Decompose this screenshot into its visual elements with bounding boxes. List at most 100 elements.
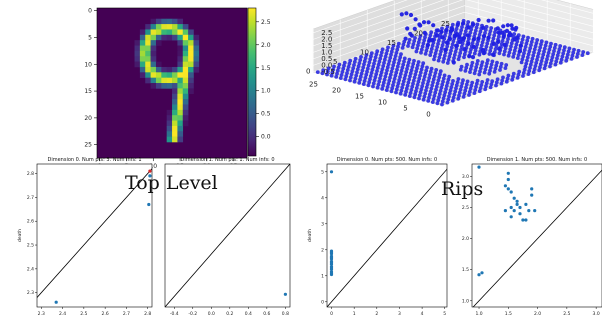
persistence-point [329,271,334,275]
rips-point [442,73,447,78]
heatmap-frame [96,7,248,159]
x-tick-label: 2.6 [102,311,109,317]
rips-point [380,47,385,52]
rips-point [455,22,460,27]
rips-point [459,48,463,52]
rips-point [403,93,408,97]
heatmap-cell [182,104,189,111]
rips-point [551,52,556,56]
rips-point [380,67,385,71]
rips-point [428,73,432,77]
rips-point [474,25,479,30]
rips-point [348,78,352,83]
rips-point [437,92,442,96]
rips-point [506,37,510,41]
y-tick-label: 5 [333,58,337,66]
heatmap-cell [177,34,184,41]
rips-point [428,89,433,94]
rips-point [479,43,484,48]
rips-point [505,76,510,81]
rips-point [402,56,407,61]
heatmap-cell [161,29,167,36]
rips-point [480,80,485,84]
rips-point [428,33,433,38]
rips-point [408,74,412,79]
rips-point [368,57,373,62]
rips-point [403,36,408,41]
y-tick-label: 2.5 [27,243,34,249]
heatmap-cell [166,66,173,73]
rips-point [530,56,535,61]
rips-point [321,68,326,73]
rips-point [423,52,428,56]
x-tick-label: 0 [330,311,333,317]
diagonal-line [37,168,152,299]
rips-point [486,35,491,41]
heatmap-cell [188,34,194,41]
rips-point [452,53,457,57]
rips-point [438,69,443,73]
rips-point [427,38,432,43]
rips-point [461,36,466,41]
rips-point [552,49,556,53]
rips-point [485,61,489,66]
rips-point [531,53,536,58]
rips-point [407,57,412,62]
rips-point [365,66,370,71]
rips-point [385,48,390,53]
rips-point [423,91,428,96]
heatmap-cell [172,104,178,111]
rips-point [434,48,439,52]
rips-point [390,86,395,91]
rips-point [326,66,331,71]
rips-point [468,86,473,91]
rips-point [458,87,463,92]
rips-point [425,43,430,48]
plot-frame [36,163,153,308]
rips-3d-scatter: 0 5 10 15 20 25 0 5 10 15 20 25 2.52.01.51.00.50.0-0… [306,0,595,118]
rips-point [440,26,444,31]
rips-point [452,92,457,97]
heatmap-cell [150,18,157,25]
rips-point [477,89,482,94]
rips-point [423,71,428,76]
rips-point [491,18,496,23]
rips-point [386,82,391,86]
rips-point [359,71,364,76]
rips-point [468,67,473,71]
rips-point [413,36,417,40]
rips-point [435,101,440,106]
colorbar-tick-label: 0.0 [261,134,271,141]
rips-point [496,34,501,39]
rips-point [447,91,452,96]
rips-point [410,65,415,69]
rips-point [495,77,500,82]
heatmap-cell [177,125,184,132]
plot-title: Dimension 1. Num pts: 1. Num infs: 0 [180,157,274,163]
rips-point [387,59,392,63]
heatmap-xtick-label: 10 [149,163,157,170]
heatmap-cell [161,77,167,84]
rips-point [415,83,420,87]
y-axis-label: death [307,229,313,242]
rips-point [440,43,445,47]
rips-point [432,54,437,59]
rips-point [457,54,462,58]
heatmap-cell [150,77,157,84]
rips-point [431,77,436,82]
rips-point [406,80,411,85]
rips-point [542,66,547,71]
rips-point [564,58,569,63]
heatmap-cell [172,109,178,116]
rips-point [375,69,379,73]
heatmap-cell [177,56,184,62]
persistence-point [148,174,152,178]
heatmap-cell [166,83,173,89]
z-tick-label: -0.5 [321,68,335,76]
rips-point [411,78,416,83]
rips-point [451,95,456,100]
rips-point [485,58,490,63]
rips-point [512,37,517,42]
x-tick-label: 5 [443,311,446,317]
rips-point [488,65,493,70]
